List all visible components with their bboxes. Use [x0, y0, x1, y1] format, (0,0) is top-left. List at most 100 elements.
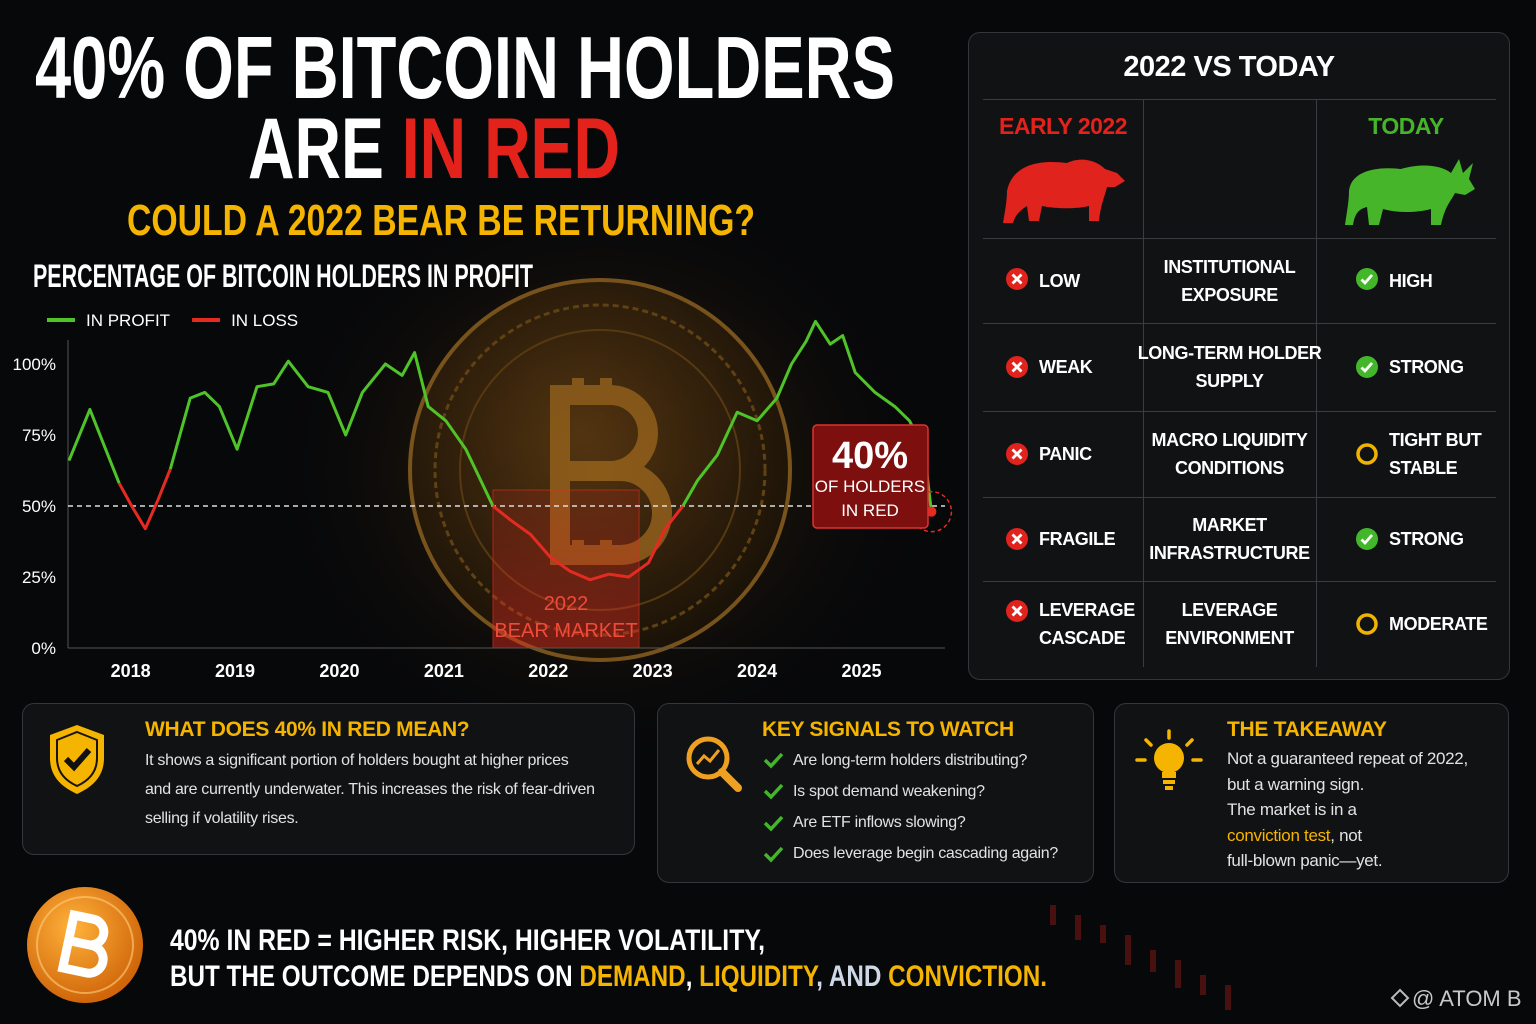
card	[22, 703, 635, 855]
cross-icon	[1006, 528, 1028, 550]
series-line	[117, 468, 685, 582]
text-line: MACRO LIQUIDITY	[1151, 430, 1308, 450]
right-cell: STRONG	[1389, 323, 1496, 411]
cell-text: FRAGILE	[1039, 525, 1116, 553]
text-line: CONDITIONS	[1174, 458, 1284, 478]
cell-text: MARKET INFRASTRUCTURE	[1149, 511, 1310, 567]
left-cell: LEVERAGE CASCADE	[1039, 581, 1143, 666]
card-title: WHAT DOES 40% IN RED MEAN?	[145, 718, 470, 741]
title: 40% OF BITCOIN HOLDERS	[35, 18, 895, 117]
text-line: Not a guaranteed repeat of 2022,	[1227, 749, 1468, 768]
text-part: BUT THE OUTCOME DEPENDS ON	[170, 960, 579, 993]
cell-text: LONG-TERM HOLDER SUPPLY	[1138, 339, 1322, 395]
subtitle: COULD A 2022 BEAR BE RETURNING?	[127, 196, 755, 245]
cell-text: WEAK	[1039, 353, 1093, 381]
x-tick-label: 2018	[111, 661, 151, 681]
left-cell: WEAK	[1039, 323, 1143, 411]
text-part: .	[1040, 960, 1047, 993]
text-line: Are long-term holders distributing?	[793, 752, 1028, 769]
text-line: conviction test, not	[1227, 823, 1502, 849]
middle-cell: INSTITUTIONAL EXPOSURE	[1143, 238, 1316, 323]
y-tick-label: 25%	[22, 568, 56, 587]
card-body: Are long-term holders distributing? Is sp…	[793, 745, 1083, 869]
divider	[983, 581, 1496, 582]
chart-title: PERCENTAGE OF BITCOIN HOLDERS IN PROFIT	[33, 258, 533, 294]
legend-label: IN PROFIT	[86, 311, 170, 330]
bulb-icon	[1135, 729, 1203, 790]
candles-decoration	[1050, 905, 1231, 1010]
cell-text: INSTITUTIONAL EXPOSURE	[1164, 253, 1296, 309]
text-line: The market is in a	[1227, 800, 1357, 820]
left-header: EARLY 2022	[999, 113, 1127, 139]
divider	[983, 411, 1496, 412]
card	[657, 703, 1094, 883]
region-label: BEAR MARKET	[494, 620, 637, 642]
middle-cell: MACRO LIQUIDITY CONDITIONS	[1143, 411, 1316, 497]
text-line: MARKET	[1192, 515, 1267, 535]
middle-cell: MARKET INFRASTRUCTURE	[1143, 497, 1316, 581]
text-line: INSTITUTIONAL	[1163, 256, 1296, 277]
x-tick-label: 2020	[319, 661, 359, 681]
text-line: WEAK	[1039, 357, 1093, 377]
check-icon	[1356, 528, 1378, 550]
divider	[983, 238, 1496, 239]
cell-text: STRONG	[1389, 353, 1464, 381]
cell-text: LEVERAGE CASCADE	[1039, 596, 1135, 652]
x-tick-label: 2024	[737, 661, 777, 681]
check-list-icons	[763, 752, 784, 863]
series-line	[67, 319, 933, 512]
left-cell: FRAGILE	[1039, 497, 1143, 581]
text-line: CASCADE	[1039, 627, 1126, 648]
text-part: IN RED	[402, 101, 620, 197]
endpoint-dot	[926, 506, 937, 517]
x-tick-label: 2021	[424, 661, 464, 681]
text-part: , not	[1330, 825, 1362, 845]
check-icon	[1356, 268, 1378, 290]
footer-line1: 40% IN RED = HIGHER RISK, HIGHER VOLATIL…	[170, 924, 765, 957]
x-tick-label: 2022	[528, 661, 568, 681]
text-line: Does leverage begin cascading again?	[793, 845, 1058, 862]
text-line: TIGHT BUT	[1389, 430, 1482, 450]
caution-icon	[1356, 613, 1378, 635]
card-title: KEY SIGNALS TO WATCH	[762, 718, 1014, 741]
text-line: LEVERAGE	[1181, 599, 1278, 620]
divider	[983, 497, 1496, 498]
text-part: ,	[686, 960, 699, 993]
comparison-panel: 2022 VS TODAY EARLY 2022 TODAY LOW INSTI…	[968, 32, 1510, 680]
text-line: STRONG	[1389, 357, 1464, 377]
watermark: @ ATOM B	[1412, 986, 1522, 1011]
highlight: conviction test	[1227, 825, 1331, 845]
right-cell: HIGH	[1389, 238, 1496, 323]
cell-text: HIGH	[1389, 267, 1433, 295]
title-line2: ARE IN RED	[248, 101, 620, 197]
text-part: CONVICTION	[888, 960, 1040, 993]
divider	[983, 323, 1496, 324]
caution-icon	[1356, 443, 1378, 465]
callout-box	[812, 424, 929, 529]
text-part: DEMAND	[579, 960, 685, 993]
divider	[1316, 99, 1317, 667]
divider	[983, 99, 1496, 100]
text-line: MODERATE	[1389, 613, 1488, 634]
right-header: TODAY	[1368, 113, 1444, 139]
text-line: FRAGILE	[1039, 529, 1116, 549]
left-cell: PANIC	[1039, 411, 1143, 497]
text-line: full-blown panic—yet.	[1227, 851, 1383, 871]
text-line: selling if volatility rises.	[145, 810, 299, 827]
legend-label: IN LOSS	[231, 311, 298, 330]
y-tick-label: 100%	[13, 355, 56, 374]
footer-line2: BUT THE OUTCOME DEPENDS ON DEMAND, LIQUI…	[170, 960, 1047, 993]
y-tick-label: 75%	[22, 426, 56, 445]
cross-icon	[1006, 600, 1028, 622]
check-icon	[1356, 356, 1378, 378]
text-line: INFRASTRUCTURE	[1149, 543, 1310, 563]
text-line: SUPPLY	[1195, 371, 1264, 391]
card	[1114, 703, 1509, 883]
bull-icon	[1345, 159, 1475, 225]
cross-icon	[1006, 268, 1028, 290]
cell-text: MODERATE	[1389, 610, 1488, 638]
callout-text: OF HOLDERS	[815, 477, 926, 496]
middle-cell: LONG-TERM HOLDER SUPPLY	[1138, 323, 1322, 411]
text-line: STABLE	[1389, 458, 1458, 478]
